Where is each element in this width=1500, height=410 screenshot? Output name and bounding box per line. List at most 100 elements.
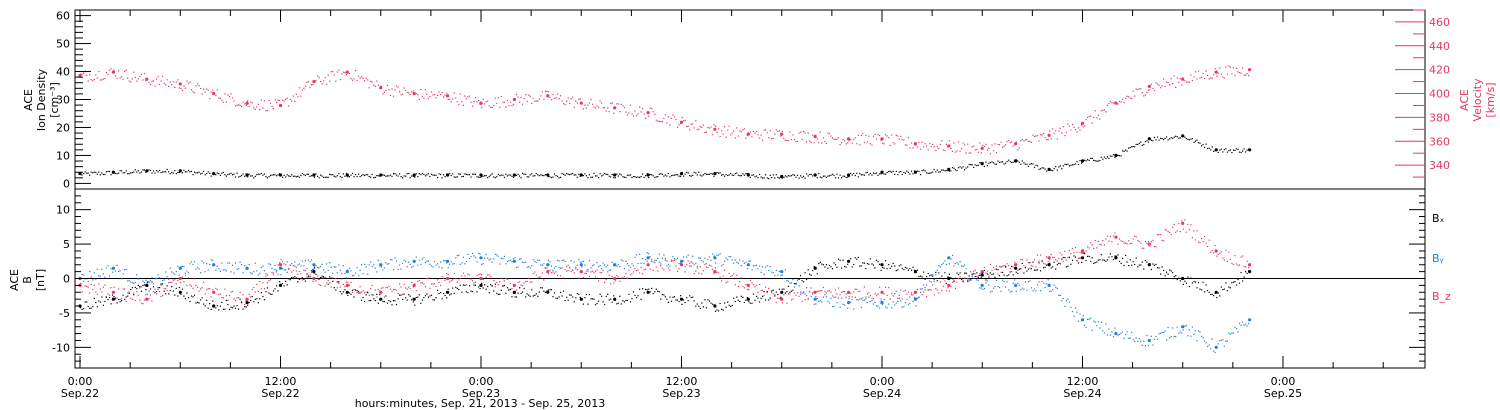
bz-series-sample xyxy=(149,294,152,296)
bx-series-sample xyxy=(654,291,656,293)
bx-series-sample xyxy=(632,291,635,293)
bz-series-sample xyxy=(224,288,226,290)
by-series-sample xyxy=(388,263,390,265)
density-series-sample xyxy=(913,170,916,172)
bx-series-sample xyxy=(572,296,574,298)
density-series-sample xyxy=(402,177,404,179)
bz-series-sample xyxy=(1112,235,1115,237)
by-series-sample xyxy=(1024,281,1026,283)
bx-series-sample xyxy=(1144,259,1146,262)
density-series-sample xyxy=(874,172,876,175)
bx-series-sample xyxy=(746,296,748,299)
bx-series-sample xyxy=(212,300,214,302)
density-series-sample xyxy=(1082,159,1084,161)
bx-series-sample xyxy=(1248,270,1250,272)
velocity-series-sample xyxy=(1108,102,1110,104)
bx-series-sample xyxy=(456,287,458,289)
density-series-sample xyxy=(994,163,996,165)
velocity-series-sample xyxy=(601,102,603,104)
by-series-sample xyxy=(268,263,270,265)
bz-series-sample xyxy=(430,283,433,285)
bz-series-sample xyxy=(172,279,174,281)
velocity-series-sample xyxy=(1006,141,1008,143)
bz-series-point xyxy=(412,283,416,287)
bz-series-sample xyxy=(1046,256,1048,258)
density-series-sample xyxy=(555,175,557,177)
bz-series-sample xyxy=(995,265,998,267)
velocity-series-sample xyxy=(765,129,767,131)
bz-series-sample xyxy=(611,275,613,277)
velocity-series-sample xyxy=(1172,82,1174,85)
velocity-series-sample xyxy=(962,142,964,144)
velocity-tick-label: 380 xyxy=(1429,111,1450,124)
bx-series-sample xyxy=(1056,264,1058,266)
bz-series-sample xyxy=(740,277,742,279)
bx-series-sample xyxy=(515,296,518,298)
velocity-tick-label: 340 xyxy=(1429,159,1450,172)
by-series-sample xyxy=(534,260,536,262)
bz-series-sample xyxy=(654,259,656,261)
velocity-series-sample xyxy=(508,105,510,107)
velocity-series-sample xyxy=(1091,122,1093,124)
by-series-sample xyxy=(137,278,139,280)
density-series-sample xyxy=(986,165,988,167)
density-series-sample xyxy=(991,161,993,163)
by-series-sample xyxy=(777,274,779,276)
by-series-sample xyxy=(567,264,569,266)
bx-series-sample xyxy=(333,287,335,289)
bz-series-sample xyxy=(321,277,323,279)
by-series-sample xyxy=(865,298,867,300)
density-series-sample xyxy=(92,172,94,174)
bz-series-sample xyxy=(447,273,449,276)
velocity-series-sample xyxy=(342,71,344,73)
velocity-series-sample xyxy=(733,130,735,132)
bx-series-sample xyxy=(607,293,609,295)
by-series-sample xyxy=(982,288,984,291)
bz-series-sample xyxy=(693,273,695,275)
bz-series-sample xyxy=(282,261,284,263)
bz-series-sample xyxy=(347,281,349,283)
by-series-sample xyxy=(803,292,805,294)
bz-series-sample xyxy=(437,279,439,281)
by-series-sample xyxy=(921,288,923,290)
velocity-series-sample xyxy=(408,92,410,94)
by-series-sample xyxy=(335,266,337,268)
density-series-sample xyxy=(1043,167,1045,169)
bz-series-sample xyxy=(822,286,824,289)
by-series-sample xyxy=(1170,335,1172,338)
density-series-sample xyxy=(215,174,217,176)
density-series-sample xyxy=(505,173,507,175)
bz-series-sample xyxy=(866,293,868,295)
bz-series-sample xyxy=(1055,259,1057,261)
by-series-sample xyxy=(216,265,218,267)
time-tick-label: 0:00 xyxy=(1271,375,1296,388)
bz-series-sample xyxy=(1245,266,1247,268)
bx-series-sample xyxy=(386,302,388,304)
bz-series-sample xyxy=(433,283,436,285)
bx-series-sample xyxy=(675,299,677,301)
bz-series-sample xyxy=(1211,250,1213,252)
density-series-sample xyxy=(853,172,855,175)
bx-series-sample xyxy=(1161,266,1163,268)
bz-series-sample xyxy=(1220,251,1222,253)
bz-series-sample xyxy=(367,292,369,294)
velocity-series-sample xyxy=(142,79,144,81)
bx-series-sample xyxy=(461,291,463,293)
density-series-sample xyxy=(388,175,390,177)
bz-series-sample xyxy=(1237,264,1239,266)
bx-series-sample xyxy=(813,265,815,268)
bx-series-sample xyxy=(643,292,645,294)
density-series-sample xyxy=(169,173,171,175)
by-series-sample xyxy=(224,269,226,271)
velocity-series-sample xyxy=(198,85,200,87)
bx-series-sample xyxy=(1038,262,1040,264)
velocity-series-sample xyxy=(1243,74,1245,76)
by-series-sample xyxy=(426,260,428,262)
bx-series-sample xyxy=(1220,286,1222,288)
velocity-series-sample xyxy=(474,97,477,99)
bx-series-sample xyxy=(438,292,440,295)
bz-series-sample xyxy=(594,276,597,278)
bz-series-sample xyxy=(441,275,443,278)
by-series-sample xyxy=(465,260,467,263)
bz-series-sample xyxy=(301,279,303,281)
